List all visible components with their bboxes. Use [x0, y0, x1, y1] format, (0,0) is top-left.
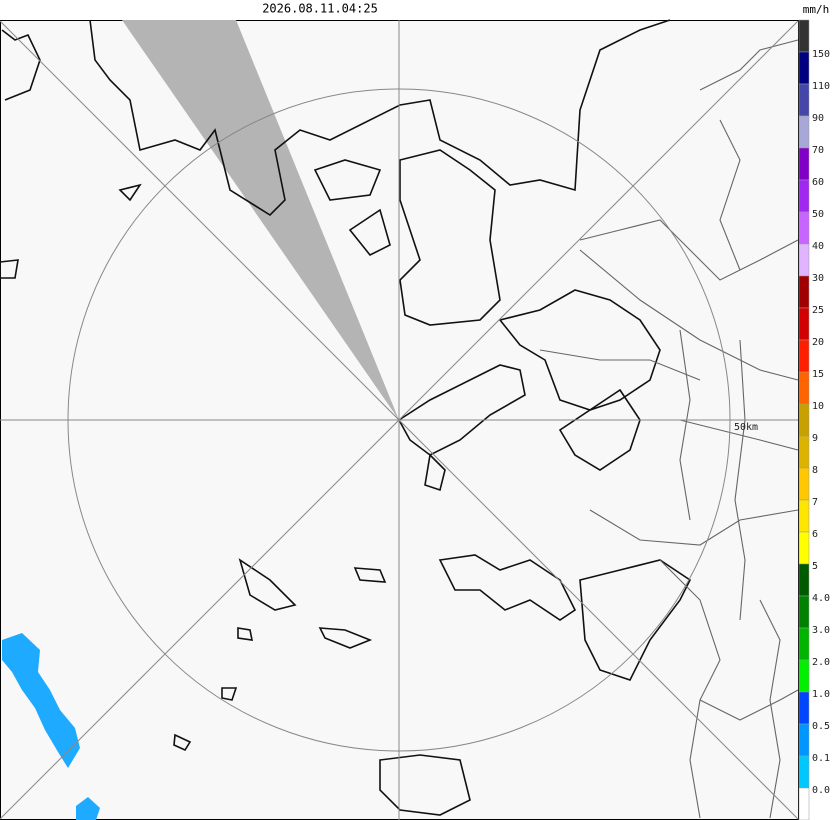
scale-swatch — [798, 659, 810, 693]
scale-swatch — [798, 371, 810, 405]
scale-swatch — [798, 435, 810, 469]
admin-borders — [539, 39, 799, 819]
unit-label: mm/h — [803, 3, 830, 16]
scale-label: 0.0 — [812, 785, 830, 796]
scale-swatch — [798, 339, 810, 373]
scale-label: 50 — [812, 209, 824, 220]
scale-label: 30 — [812, 273, 824, 284]
scale-swatch — [798, 755, 810, 789]
scale-label: 9 — [812, 433, 818, 444]
scale-label: 110 — [812, 81, 830, 92]
scale-swatch — [798, 627, 810, 661]
scale-label: 90 — [812, 113, 824, 124]
precipitation — [2, 633, 100, 820]
scale-swatch — [798, 83, 810, 117]
scale-label: 3.0 — [812, 625, 830, 636]
scale-label: 4.0 — [812, 593, 830, 604]
scale-label: 70 — [812, 145, 824, 156]
scale-swatch — [798, 499, 810, 533]
scale-label: 10 — [812, 401, 824, 412]
scale-swatch — [798, 307, 810, 341]
scale-label: 25 — [812, 305, 824, 316]
scale-label: 40 — [812, 241, 824, 252]
scale-swatch — [798, 19, 810, 53]
scale-swatch — [798, 691, 810, 725]
scale-swatch — [798, 595, 810, 629]
scale-label: 6 — [812, 529, 818, 540]
scale-swatch — [798, 531, 810, 565]
scale-label: 5 — [812, 561, 818, 572]
scale-label: 1.0 — [812, 689, 830, 700]
scale-label: 15 — [812, 369, 824, 380]
range-label: 50km — [734, 422, 758, 433]
scale-swatch — [798, 467, 810, 501]
scale-swatch — [798, 243, 810, 277]
scale-swatch — [798, 787, 810, 820]
scale-swatch — [798, 275, 810, 309]
scale-label: 0.1 — [812, 753, 830, 764]
scale-label: 0.5 — [812, 721, 830, 732]
color-scale: 150 110 90 70 60 50 40 30 25 20 15 10 9 8 7 6 5 4.0 3.0 2.0… — [798, 19, 830, 820]
scale-swatch — [798, 563, 810, 597]
scale-label: 60 — [812, 177, 824, 188]
scale-swatch — [798, 115, 810, 149]
scale-swatch — [798, 51, 810, 85]
map: 50km — [0, 19, 799, 820]
range-guides — [0, 20, 799, 820]
scale-swatch — [798, 403, 810, 437]
blocked-sector — [122, 20, 399, 420]
scale-swatch — [798, 211, 810, 245]
scale-label: 7 — [812, 497, 818, 508]
scale-label: 8 — [812, 465, 818, 476]
scale-label: 2.0 — [812, 657, 830, 668]
scale-label: 20 — [812, 337, 824, 348]
scale-swatch — [798, 723, 810, 757]
scale-swatch — [798, 147, 810, 181]
scale-label: 150 — [812, 49, 830, 60]
timestamp: 2026.08.11.04:25 — [262, 2, 378, 16]
scale-swatch — [798, 179, 810, 213]
coastlines — [0, 19, 692, 816]
